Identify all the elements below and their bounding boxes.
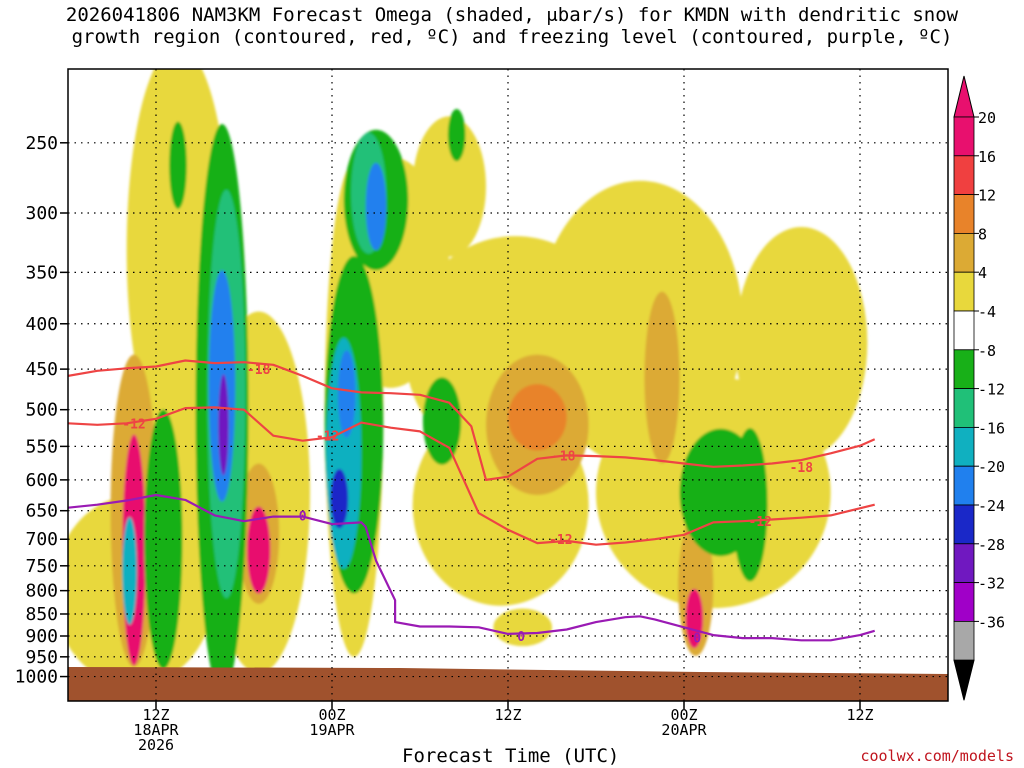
contour-label--18-1: -18: [552, 449, 576, 464]
colorbar-label-10: -24: [978, 497, 1005, 515]
xtick-label-12-1: 18APR: [133, 721, 179, 739]
gridlines: [68, 69, 948, 701]
omega-cell-6: [412, 116, 487, 257]
colorbar-label-6: -8: [978, 342, 996, 360]
contour-label--12-3: -12: [749, 515, 772, 530]
contour-label--18-2: -18: [790, 461, 814, 476]
colorbar-label-9: -20: [978, 458, 1005, 476]
colorbar-swatch-11: [953, 543, 975, 583]
xtick-label-48-1: 20APR: [661, 721, 707, 739]
contour-label--12-2: -12: [549, 533, 572, 548]
ytick-label-650: 650: [25, 501, 58, 522]
ytick-label-600: 600: [25, 470, 58, 491]
colorbar-swatch-1: [953, 155, 975, 196]
colorbar-swatch-2: [953, 194, 975, 234]
contour-line-0: [68, 493, 876, 642]
omega-cell-36: [122, 517, 137, 625]
ytick-label-850: 850: [25, 604, 58, 625]
colorbar-swatch-8: [953, 426, 975, 467]
omega-cell-26: [144, 409, 183, 669]
colorbar-label-8: -16: [978, 419, 1005, 437]
ytick-label-300: 300: [25, 203, 58, 224]
xtick-label-24-1: 19APR: [309, 721, 355, 739]
chart-title-line-2: growth region (contoured, red, ºC) and f…: [71, 26, 953, 48]
omega-cell-12: [493, 608, 552, 647]
chart-title-line-1: 2026041806 NAM3KM Forecast Omega (shaded…: [65, 4, 959, 26]
contour-label--12-1: -12: [316, 430, 339, 445]
xtick-label-24-0: 00Z: [318, 706, 345, 724]
contour-line--12: [68, 406, 875, 546]
xtick-label-36-0: 12Z: [494, 706, 521, 724]
contour-label--12-0: -12: [122, 417, 145, 432]
x-axis-title: Forecast Time (UTC): [402, 745, 620, 767]
ytick-label-250: 250: [25, 133, 58, 154]
ytick-label-550: 550: [25, 436, 58, 457]
colorbar-label-0: 20: [978, 109, 996, 127]
xtick-label-12-0: 12Z: [142, 706, 169, 724]
ytick-label-950: 950: [25, 647, 58, 668]
omega-cell-22: [685, 588, 704, 649]
omega-cell-41: [218, 374, 229, 476]
omega-cell-21: [246, 506, 271, 594]
ytick-label-400: 400: [25, 314, 58, 335]
contour-label-0-2: 0: [693, 631, 701, 646]
colorbar-swatch-5: [953, 310, 975, 351]
colorbar-swatch-13: [953, 621, 975, 661]
colorbar-label-11: -28: [978, 536, 1005, 554]
ytick-label-1000: 1000: [15, 667, 58, 688]
contour-line--18: [68, 359, 876, 481]
colorbar-label-13: -36: [978, 613, 1005, 631]
colorbar-over-triangle: [953, 75, 975, 118]
omega-cell-38: [365, 162, 387, 251]
colorbar-swatch-4: [953, 271, 975, 312]
chart-title: 2026041806 NAM3KM Forecast Omega (shaded…: [0, 4, 1024, 48]
ytick-label-350: 350: [25, 262, 58, 283]
temperature-contours: -18 -18 -18 -12 -12 -12 -12 0 0 0: [68, 359, 876, 646]
colorbar-swatch-7: [953, 388, 975, 428]
colorbar-label-4: 4: [978, 264, 987, 282]
colorbar-label-7: -12: [978, 381, 1005, 399]
terrain-fill: [68, 667, 948, 701]
omega-cell-27: [169, 121, 187, 209]
omega-cell-11: [735, 227, 868, 459]
colorbar-label-2: 12: [978, 187, 996, 205]
ytick-label-900: 900: [25, 626, 58, 647]
omega-cell-14: [507, 384, 567, 451]
colorbar-swatch-12: [953, 582, 975, 622]
pressure-axis: 2503003504004505005506006507007508008509…: [15, 133, 68, 688]
contour-label-0-0: 0: [299, 509, 307, 524]
xtick-label-48-0: 00Z: [670, 706, 697, 724]
ytick-label-700: 700: [25, 529, 58, 550]
colorbar-swatch-3: [953, 232, 975, 273]
ytick-label-450: 450: [25, 359, 58, 380]
colorbar-swatch-0: [953, 116, 975, 157]
omega-cell-30: [422, 377, 462, 465]
omega-cell-39: [337, 350, 356, 438]
omega-cell-31: [447, 108, 466, 162]
colorbar-label-5: -4: [978, 303, 996, 321]
terrain-polygon: [68, 667, 948, 701]
colorbar-under-triangle: [953, 659, 975, 701]
colorbar-label-3: 8: [978, 225, 987, 243]
colorbar-swatch-6: [953, 349, 975, 389]
colorbar-swatch-10: [953, 504, 975, 545]
omega-cell-40: [330, 469, 349, 529]
contour-label--18-0: -18: [247, 363, 271, 378]
contour-label-0-1: 0: [517, 630, 525, 645]
omega-cell-15: [644, 291, 680, 464]
colorbar: 20 16 12 8 4 -4 -8 -12 -16 -20 -24 -28 -32 -36: [953, 75, 1005, 701]
xtick-label-60-0: 12Z: [846, 706, 873, 724]
credit-link[interactable]: coolwx.com/models: [860, 747, 1014, 765]
ytick-label-800: 800: [25, 581, 58, 602]
colorbar-swatch-9: [953, 465, 975, 506]
ytick-label-750: 750: [25, 556, 58, 577]
omega-cell-33: [732, 428, 768, 582]
xtick-label-12-2: 2026: [138, 736, 174, 754]
colorbar-label-12: -32: [978, 575, 1005, 593]
ytick-label-500: 500: [25, 400, 58, 421]
colorbar-label-1: 16: [978, 148, 996, 166]
